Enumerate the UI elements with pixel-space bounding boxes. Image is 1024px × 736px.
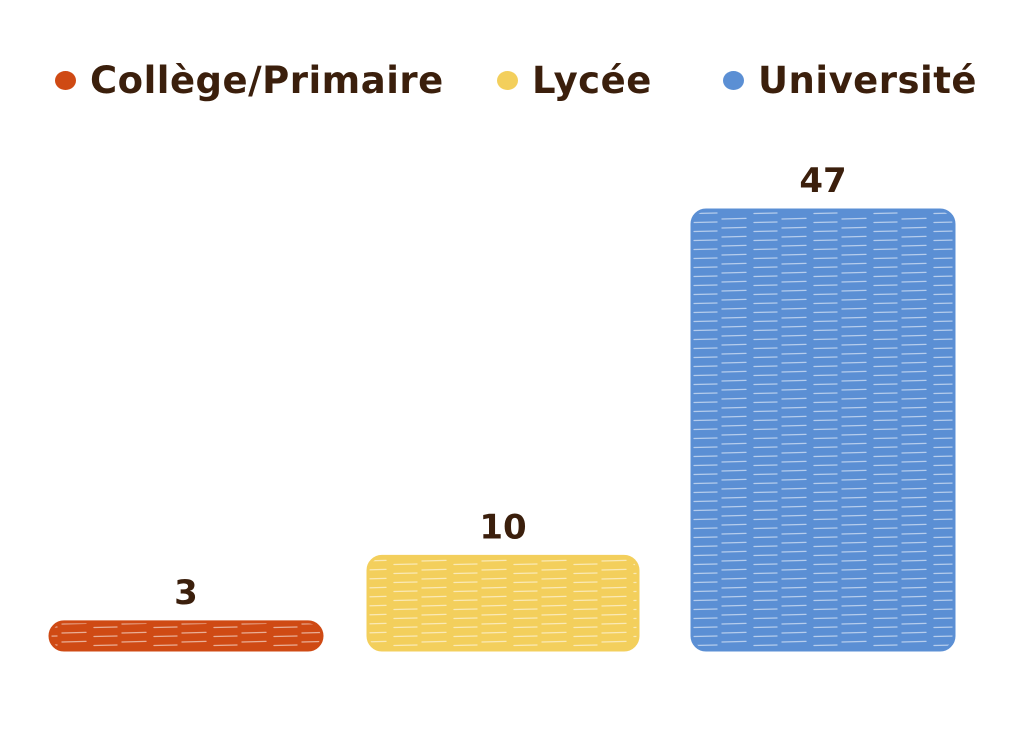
- legend-label-lycee: Lycée: [532, 58, 652, 102]
- bar-universite: [690, 208, 956, 652]
- legend-swatch-college-primaire: [55, 70, 76, 90]
- data-label-college-primaire: 3: [174, 573, 198, 613]
- legend-item-college-primaire: Collège/Primaire: [55, 52, 444, 108]
- legend-label-universite: Université: [758, 58, 978, 102]
- data-label-universite: 47: [799, 161, 846, 201]
- legend: Collège/Primaire Lycée Université: [0, 52, 1024, 108]
- bar-college-primaire: [48, 620, 324, 652]
- legend-swatch-universite: [723, 70, 744, 90]
- legend-item-lycee: Lycée: [497, 52, 652, 108]
- bar-lycee: [366, 554, 640, 652]
- legend-item-universite: Université: [723, 52, 977, 108]
- legend-swatch-lycee: [497, 70, 518, 90]
- data-label-lycee: 10: [479, 507, 526, 547]
- legend-label-college-primaire: Collège/Primaire: [90, 58, 444, 102]
